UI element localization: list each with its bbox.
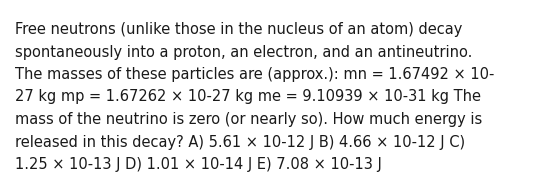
Text: mass of the neutrino is zero (or nearly so). How much energy is: mass of the neutrino is zero (or nearly … [15,112,482,127]
Text: spontaneously into a proton, an electron, and an antineutrino.: spontaneously into a proton, an electron… [15,45,473,59]
Text: released in this decay? A) 5.61 × 10-12 J B) 4.66 × 10-12 J C): released in this decay? A) 5.61 × 10-12 … [15,134,465,149]
Text: The masses of these particles are (approx.): mn = 1.67492 × 10-: The masses of these particles are (appro… [15,67,494,82]
Text: Free neutrons (unlike those in the nucleus of an atom) decay: Free neutrons (unlike those in the nucle… [15,22,463,37]
Text: 1.25 × 10-13 J D) 1.01 × 10-14 J E) 7.08 × 10-13 J: 1.25 × 10-13 J D) 1.01 × 10-14 J E) 7.08… [15,157,382,172]
Text: 27 kg mp = 1.67262 × 10-27 kg me = 9.10939 × 10-31 kg The: 27 kg mp = 1.67262 × 10-27 kg me = 9.109… [15,89,481,105]
